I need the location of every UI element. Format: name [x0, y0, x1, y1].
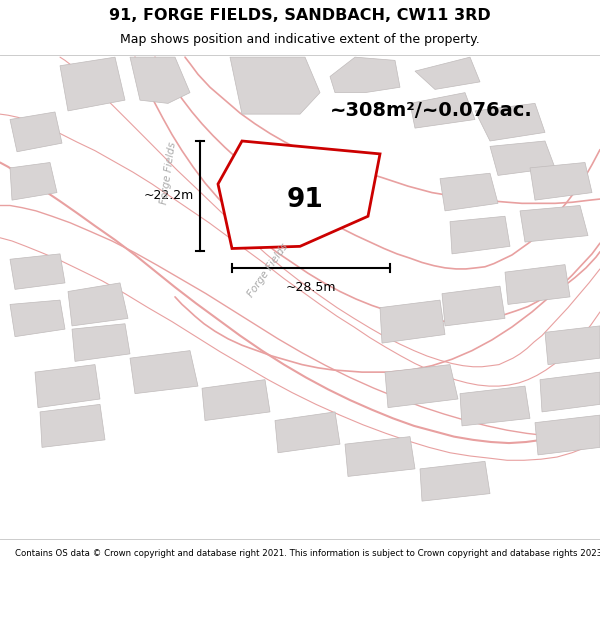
- Text: ~28.5m: ~28.5m: [286, 281, 336, 294]
- Polygon shape: [410, 92, 475, 128]
- Polygon shape: [505, 264, 570, 304]
- Polygon shape: [545, 326, 600, 364]
- Polygon shape: [490, 141, 555, 176]
- Polygon shape: [130, 351, 198, 394]
- Polygon shape: [60, 57, 125, 111]
- Polygon shape: [442, 286, 505, 326]
- Polygon shape: [380, 300, 445, 343]
- Text: Forge Fields: Forge Fields: [158, 141, 178, 205]
- Polygon shape: [40, 404, 105, 448]
- Polygon shape: [345, 437, 415, 476]
- Polygon shape: [535, 415, 600, 455]
- Text: 91, FORGE FIELDS, SANDBACH, CW11 3RD: 91, FORGE FIELDS, SANDBACH, CW11 3RD: [109, 8, 491, 23]
- Text: ~308m²/~0.076ac.: ~308m²/~0.076ac.: [330, 101, 533, 121]
- Polygon shape: [330, 57, 400, 92]
- Polygon shape: [420, 461, 490, 501]
- Polygon shape: [530, 162, 592, 200]
- Text: Map shows position and indicative extent of the property.: Map shows position and indicative extent…: [120, 33, 480, 46]
- Polygon shape: [450, 216, 510, 254]
- Polygon shape: [460, 386, 530, 426]
- Text: Contains OS data © Crown copyright and database right 2021. This information is : Contains OS data © Crown copyright and d…: [15, 549, 600, 558]
- Text: Forge Fields: Forge Fields: [246, 241, 290, 299]
- Polygon shape: [68, 283, 128, 326]
- Polygon shape: [440, 173, 498, 211]
- Polygon shape: [475, 103, 545, 141]
- Polygon shape: [130, 57, 190, 103]
- Polygon shape: [415, 57, 480, 89]
- Polygon shape: [275, 412, 340, 452]
- Polygon shape: [10, 254, 65, 289]
- Text: ~22.2m: ~22.2m: [144, 189, 194, 202]
- Text: 91: 91: [287, 187, 323, 213]
- Polygon shape: [10, 300, 65, 337]
- Polygon shape: [385, 364, 458, 408]
- Polygon shape: [218, 141, 380, 249]
- Polygon shape: [230, 57, 320, 114]
- Polygon shape: [10, 112, 62, 152]
- Polygon shape: [540, 372, 600, 412]
- Polygon shape: [202, 379, 270, 421]
- Polygon shape: [520, 206, 588, 242]
- Polygon shape: [35, 364, 100, 408]
- Polygon shape: [72, 324, 130, 361]
- Polygon shape: [10, 162, 57, 200]
